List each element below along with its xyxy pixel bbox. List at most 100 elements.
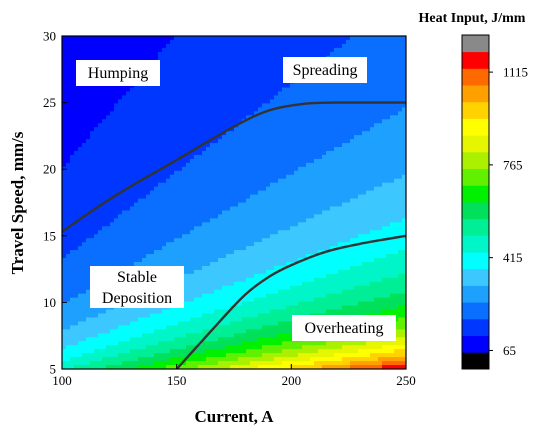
contour-cell <box>126 99 131 104</box>
contour-cell <box>170 254 175 259</box>
contour-cell <box>98 198 103 204</box>
contour-cell <box>258 281 263 287</box>
contour-cell <box>186 99 191 104</box>
contour-cell <box>202 222 207 227</box>
contour-cell <box>282 234 287 239</box>
contour-cell <box>198 325 203 330</box>
contour-cell <box>130 139 135 144</box>
contour-cell <box>142 329 147 334</box>
contour-cell <box>78 365 83 369</box>
contour-cell <box>230 265 235 271</box>
contour-cell <box>126 194 131 200</box>
contour-cell <box>266 325 271 330</box>
contour-cell <box>266 293 271 299</box>
contour-cell <box>118 333 123 338</box>
contour-cell <box>218 289 223 295</box>
contour-cell <box>290 158 295 164</box>
contour-cell <box>158 59 163 65</box>
contour-cell <box>242 353 247 358</box>
contour-cell <box>130 39 135 45</box>
contour-cell <box>170 345 175 350</box>
contour-cell <box>70 115 75 120</box>
contour-cell <box>62 131 67 136</box>
contour-cell <box>246 261 251 267</box>
contour-cell <box>110 309 115 315</box>
contour-cell <box>146 313 151 319</box>
contour-cell <box>246 36 251 41</box>
contour-cell <box>178 234 183 239</box>
contour-cell <box>74 158 79 164</box>
contour-cell <box>214 139 219 144</box>
contour-cell <box>86 36 91 41</box>
contour-cell <box>210 99 215 104</box>
contour-cell <box>74 265 79 271</box>
contour-cell <box>274 202 279 208</box>
contour-cell <box>166 317 171 323</box>
contour-cell <box>174 186 179 192</box>
contour-cell <box>98 36 103 41</box>
contour-cell <box>214 87 219 93</box>
contour-cell <box>210 166 215 172</box>
contour-cell <box>262 150 267 156</box>
contour-cell <box>142 361 147 366</box>
contour-cell <box>78 337 83 342</box>
contour-cell <box>150 162 155 168</box>
contour-cell <box>78 293 83 299</box>
contour-cell <box>278 131 283 136</box>
contour-cell <box>198 59 203 65</box>
contour-cell <box>230 281 235 287</box>
contour-cell <box>150 313 155 319</box>
contour-cell <box>138 246 143 251</box>
contour-cell <box>62 309 67 315</box>
contour-cell <box>274 166 279 172</box>
contour-cell <box>298 131 303 136</box>
contour-cell <box>206 190 211 196</box>
contour-cell <box>182 51 187 57</box>
contour-cell <box>134 154 139 160</box>
contour-cell <box>266 135 271 140</box>
contour-cell <box>98 123 103 128</box>
contour-cell <box>74 198 79 204</box>
contour-cell <box>62 51 67 57</box>
contour-cell <box>266 345 271 350</box>
contour-cell <box>194 297 199 303</box>
contour-cell <box>154 250 159 255</box>
contour-cell <box>238 230 243 235</box>
contour-cell <box>250 43 255 49</box>
contour-cell <box>70 103 75 108</box>
contour-cell <box>158 321 163 326</box>
contour-cell <box>166 361 171 366</box>
contour-cell <box>282 353 287 358</box>
contour-cell <box>162 349 167 354</box>
contour-cell <box>174 246 179 251</box>
contour-cell <box>246 226 251 231</box>
contour-cell <box>186 190 191 196</box>
contour-cell <box>286 198 291 204</box>
contour-cell <box>94 91 99 97</box>
contour-cell <box>250 87 255 93</box>
contour-cell <box>238 250 243 255</box>
contour-cell <box>274 309 279 315</box>
contour-cell <box>250 365 255 369</box>
contour-cell <box>210 79 215 85</box>
contour-cell <box>78 147 83 152</box>
contour-cell <box>166 258 171 263</box>
contour-cell <box>98 250 103 255</box>
contour-cell <box>182 99 187 104</box>
contour-cell <box>106 337 111 342</box>
contour-cell <box>170 214 175 219</box>
contour-cell <box>70 91 75 97</box>
contour-cell <box>286 143 291 148</box>
contour-cell <box>202 99 207 104</box>
contour-cell <box>270 273 275 279</box>
contour-cell <box>114 182 119 188</box>
contour-cell <box>190 87 195 93</box>
contour-cell <box>214 182 219 188</box>
contour-cell <box>86 135 91 140</box>
contour-cell <box>138 329 143 334</box>
contour-cell <box>222 353 227 358</box>
contour-cell <box>294 246 299 251</box>
contour-cell <box>142 222 147 227</box>
contour-cell <box>274 305 279 311</box>
contour-cell <box>226 242 231 247</box>
